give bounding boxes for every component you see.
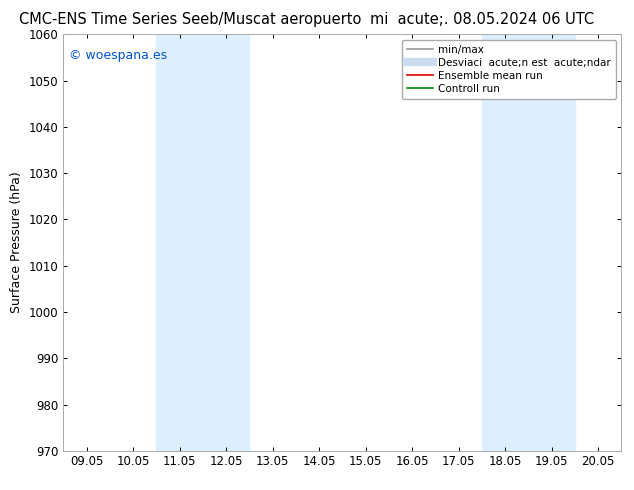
- Y-axis label: Surface Pressure (hPa): Surface Pressure (hPa): [10, 172, 23, 314]
- Bar: [157, 34, 249, 451]
- Text: © woespana.es: © woespana.es: [69, 49, 167, 62]
- Text: CMC-ENS Time Series Seeb/Muscat aeropuerto: CMC-ENS Time Series Seeb/Muscat aeropuer…: [19, 12, 361, 27]
- Bar: [482, 34, 575, 451]
- Legend: min/max, Desviaci  acute;n est  acute;ndar, Ensemble mean run, Controll run: min/max, Desviaci acute;n est acute;ndar…: [402, 40, 616, 99]
- Text: mi  acute;. 08.05.2024 06 UTC: mi acute;. 08.05.2024 06 UTC: [370, 12, 594, 27]
